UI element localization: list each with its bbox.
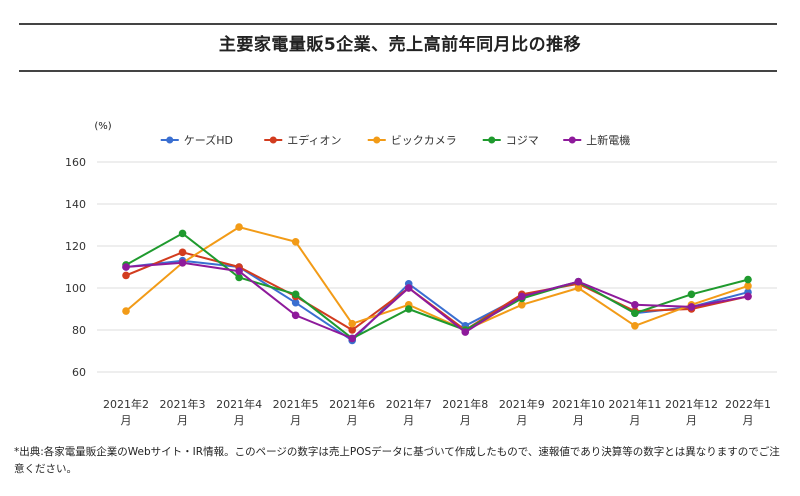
x-tick-label-month: 月 (347, 414, 358, 427)
data-point (574, 277, 583, 286)
y-tick-label: 120 (65, 240, 86, 253)
data-point (404, 305, 413, 313)
data-point (122, 263, 130, 271)
x-tick-label: 2021年6 (329, 397, 375, 411)
x-tick-label: 2021年12 (665, 397, 718, 411)
x-tick-label: 2021年2 (103, 397, 149, 411)
legend-marker (488, 136, 496, 144)
y-tick-label: 160 (65, 156, 86, 169)
title-rule-top (19, 23, 777, 25)
x-tick-label-month: 月 (743, 414, 754, 427)
data-point (235, 223, 243, 231)
data-point (518, 301, 526, 309)
data-point (744, 282, 752, 290)
legend-label: エディオン (287, 133, 341, 147)
data-point (235, 273, 243, 282)
data-point (631, 309, 639, 318)
data-point (631, 322, 639, 330)
data-point (404, 284, 413, 292)
x-tick-label-month: 月 (177, 414, 188, 427)
series-line (125, 259, 749, 342)
series-line (125, 261, 749, 340)
x-tick-label-month: 月 (460, 414, 471, 427)
legend-marker (166, 136, 174, 144)
x-tick-label-month: 月 (234, 414, 245, 427)
x-tick-label-month: 月 (403, 414, 414, 427)
x-tick-label-month: 月 (573, 414, 584, 427)
data-point (291, 290, 300, 299)
data-point (348, 326, 356, 334)
y-tick-label: 80 (72, 324, 86, 337)
data-point (178, 248, 187, 257)
legend-label: ビックカメラ (391, 134, 457, 147)
legend-label: ケーズHD (184, 133, 233, 147)
legend-label: 上新電機 (586, 133, 630, 147)
line-chart: (%) 60 80 100 120 140 160 2021年2 月 2021年3 月 2021年4 月… (65, 121, 777, 427)
x-tick-label: 2021年10 (552, 397, 605, 411)
x-tick-label-month: 月 (290, 414, 301, 427)
data-point (122, 271, 130, 280)
x-tick-label: 2021年4 (216, 397, 262, 411)
chart-title: 主要家電量販5企業、売上高前年同月比の推移 (218, 35, 582, 55)
x-tick-label: 2021年7 (386, 397, 432, 411)
data-point (348, 319, 356, 328)
data-point (235, 267, 243, 276)
data-point (744, 275, 752, 284)
x-tick-label-month: 月 (516, 414, 527, 427)
data-point (574, 284, 583, 292)
legend-marker (269, 136, 277, 144)
data-point (631, 301, 639, 309)
data-point (744, 292, 752, 301)
x-tick-label: 2021年11 (608, 397, 661, 411)
x-tick-label-month: 月 (686, 414, 697, 427)
legend-label: コジマ (506, 134, 539, 147)
data-point (687, 290, 696, 299)
x-tick-label-month: 月 (629, 414, 640, 427)
data-point (518, 292, 526, 301)
x-tick-label: 2021年5 (273, 397, 319, 411)
legend-marker (568, 136, 576, 144)
y-axis-label: (%) (94, 121, 111, 132)
data-point (122, 307, 130, 315)
title-rule-bottom (19, 70, 777, 72)
legend-marker (373, 136, 381, 144)
source-footnote: *出典:各家電量販企業のWebサイト・IR情報。このページの数字は売上POSデー… (14, 446, 780, 475)
data-point (178, 229, 187, 238)
series-line (125, 232, 749, 340)
x-tick-label: 2022年1 (725, 397, 771, 411)
x-tick-label: 2021年9 (499, 397, 545, 411)
data-point (687, 303, 696, 311)
x-tick-label: 2021年3 (160, 397, 206, 411)
data-point (348, 334, 356, 343)
y-tick-label: 140 (65, 198, 86, 211)
data-point (291, 238, 300, 246)
data-point (178, 259, 187, 267)
data-point (291, 298, 300, 307)
data-point (291, 311, 300, 320)
x-tick-label: 2021年8 (442, 397, 488, 411)
x-tick-label-month: 月 (121, 414, 132, 427)
data-point (461, 328, 470, 336)
series-line (125, 226, 749, 332)
y-tick-label: 60 (72, 366, 86, 379)
y-tick-label: 100 (65, 282, 86, 295)
